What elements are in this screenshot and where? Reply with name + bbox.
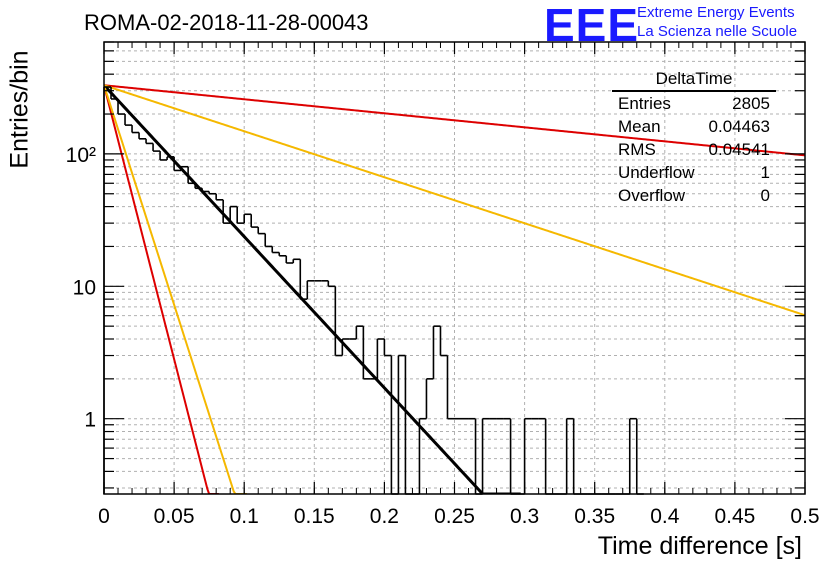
logo-text: Extreme Energy Events La Scienza nelle S… [637, 3, 797, 41]
y-tick-label: 10 [73, 276, 96, 299]
x-tick-label: 0.5 [790, 505, 819, 528]
stats-box: DeltaTime Entries 2805 Mean 0.04463 RMS … [612, 68, 776, 207]
chart-title: ROMA-02-2018-11-28-00043 [84, 10, 369, 35]
x-tick-label: 0.3 [510, 505, 539, 528]
logo-line-2: La Scienza nelle Scuole [637, 23, 798, 40]
y-tick-label: 10² [66, 144, 96, 167]
y-axis-label: Entries/bin [5, 50, 34, 169]
x-axis-label: Time difference [s] [597, 532, 802, 560]
x-tick-label: 0.45 [714, 505, 755, 528]
stats-value: 2805 [732, 94, 770, 113]
stats-value: 0 [760, 186, 770, 205]
stats-label: RMS [618, 140, 656, 159]
reference-curve [104, 84, 247, 494]
x-tick-label: 0 [98, 505, 110, 528]
stats-row-overflow: Overflow 0 [612, 184, 776, 207]
y-tick-label: 1 [84, 409, 96, 432]
x-tick-label: 0.25 [434, 505, 475, 528]
eee-logo: EEE [544, 0, 640, 51]
stats-label: Entries [618, 94, 671, 113]
stats-row-entries: Entries 2805 [612, 92, 776, 115]
stats-row-rms: RMS 0.04541 [612, 138, 776, 161]
stats-value: 0.04463 [708, 117, 770, 136]
stats-row-mean: Mean 0.04463 [612, 115, 776, 138]
x-tick-label: 0.1 [230, 505, 259, 528]
stats-label: Mean [618, 117, 661, 136]
x-tick-label: 0.4 [650, 505, 680, 528]
stats-title: DeltaTime [612, 68, 776, 92]
reference-curve [104, 84, 219, 494]
reference-curve [104, 84, 805, 317]
stats-value: 0.04541 [708, 140, 770, 159]
stats-value: 1 [760, 163, 770, 182]
stats-label: Underflow [618, 163, 695, 182]
stats-label: Overflow [618, 186, 686, 205]
x-tick-label: 0.15 [294, 505, 335, 528]
logo-line-1: Extreme Energy Events [637, 4, 795, 21]
x-tick-label: 0.2 [370, 505, 399, 528]
x-tick-label: 0.35 [574, 505, 615, 528]
x-tick-label: 0.05 [154, 505, 195, 528]
reference-curve [104, 84, 805, 157]
stats-row-underflow: Underflow 1 [612, 161, 776, 184]
